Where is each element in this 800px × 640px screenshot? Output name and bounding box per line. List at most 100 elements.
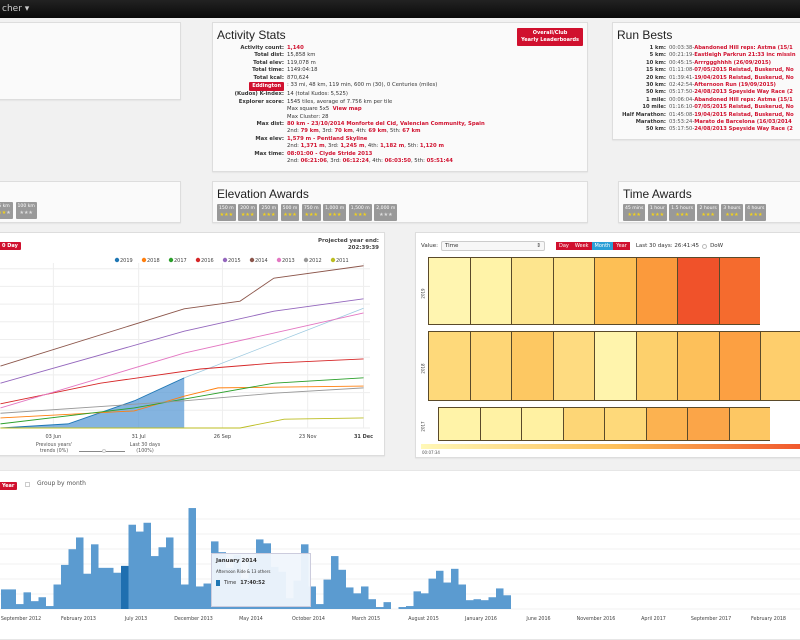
- month-cell[interactable]: [552, 257, 594, 325]
- award-badge[interactable]: 500 m ★★★: [280, 204, 300, 221]
- rank-value[interactable]: 67 km: [402, 128, 421, 135]
- month-cell[interactable]: [428, 331, 470, 401]
- bar[interactable]: [443, 582, 452, 609]
- month-cell[interactable]: [645, 407, 687, 441]
- run-best-link[interactable]: Arrrggghhhh (26/09/2015): [694, 59, 772, 66]
- bar[interactable]: [383, 602, 392, 609]
- legend-marker[interactable]: [168, 257, 174, 263]
- bar[interactable]: [436, 570, 444, 609]
- award-badge[interactable]: 2 hours ★★★: [697, 204, 719, 221]
- slider-handle[interactable]: [102, 449, 106, 453]
- legend-marker[interactable]: [303, 257, 309, 263]
- bar[interactable]: [496, 588, 504, 609]
- max-elev-link[interactable]: 1,579 m - Pentland Skyline: [287, 135, 368, 142]
- legend-marker[interactable]: [141, 257, 147, 263]
- rank-value[interactable]: 1,120 m: [419, 143, 444, 150]
- bar[interactable]: [181, 584, 189, 610]
- bar[interactable]: [481, 600, 489, 609]
- rank-value[interactable]: 1,182 m: [380, 143, 405, 150]
- rank-value[interactable]: 06:03:50: [384, 158, 411, 165]
- period-month[interactable]: Month: [591, 242, 614, 250]
- award-badge[interactable]: 4 hours ★★★: [745, 204, 767, 221]
- bar[interactable]: [46, 606, 54, 609]
- legend-marker[interactable]: [249, 257, 255, 263]
- bar[interactable]: [23, 592, 32, 609]
- legend-label[interactable]: 2019: [120, 258, 133, 264]
- month-cell[interactable]: [594, 331, 636, 401]
- award-badge[interactable]: 3 hours ★★★: [721, 204, 743, 221]
- award-badge[interactable]: 250 m ★★★: [259, 204, 279, 221]
- bar[interactable]: [16, 604, 24, 609]
- bar[interactable]: [451, 568, 459, 609]
- bar[interactable]: [173, 567, 182, 609]
- month-cell[interactable]: [677, 257, 719, 325]
- bar[interactable]: [346, 587, 354, 609]
- run-best-link[interactable]: Abandoned Hill reps: Astma (15/1: [694, 96, 793, 103]
- legend-label[interactable]: 2015: [228, 258, 241, 264]
- bar[interactable]: [166, 537, 174, 609]
- rank-value[interactable]: 79 km: [300, 128, 319, 135]
- dow-checkbox[interactable]: [702, 243, 708, 249]
- bar[interactable]: [316, 604, 324, 609]
- bar[interactable]: [503, 595, 512, 609]
- rank-value[interactable]: 70 km: [334, 128, 353, 135]
- value-select[interactable]: Time ⇕: [440, 241, 545, 251]
- run-best-link[interactable]: 19/04/2015 Reistad, Buskerud, No: [694, 74, 794, 81]
- bar[interactable]: [308, 586, 317, 609]
- bar[interactable]: [331, 556, 339, 609]
- month-cell[interactable]: [677, 331, 719, 401]
- rank-value[interactable]: 1,371 m: [300, 143, 325, 150]
- legend-marker[interactable]: [114, 257, 120, 263]
- bar[interactable]: [398, 607, 407, 609]
- bar[interactable]: [136, 531, 144, 609]
- legend-label[interactable]: 2013: [282, 258, 295, 264]
- bar[interactable]: [1, 589, 9, 609]
- legend-marker[interactable]: [195, 257, 201, 263]
- legend-label[interactable]: 2011: [336, 258, 349, 264]
- month-cell[interactable]: [438, 407, 480, 441]
- bar[interactable]: [31, 601, 39, 609]
- bar[interactable]: [83, 573, 92, 609]
- month-cell[interactable]: [718, 331, 760, 401]
- user-menu[interactable]: cher ▾: [2, 4, 30, 14]
- legend-marker[interactable]: [222, 257, 228, 263]
- period-week[interactable]: Week: [571, 242, 592, 250]
- award-badge[interactable]: 200 m ★★★: [238, 204, 257, 221]
- award-badge[interactable]: 1 hour ★★★: [647, 204, 667, 221]
- bar[interactable]: [61, 564, 69, 609]
- period-day[interactable]: Day: [555, 242, 572, 250]
- month-cell[interactable]: [687, 407, 729, 441]
- award-badge[interactable]: 100 km ★★★: [15, 202, 37, 219]
- rank-value[interactable]: 06:12:24: [342, 158, 369, 165]
- bar[interactable]: [466, 600, 474, 609]
- month-cell[interactable]: [718, 257, 760, 325]
- legend-label[interactable]: 2012: [309, 258, 322, 264]
- month-cell[interactable]: [469, 257, 511, 325]
- month-cell[interactable]: [469, 331, 511, 401]
- bar[interactable]: [113, 572, 122, 609]
- bar[interactable]: [76, 537, 84, 609]
- legend-label[interactable]: 2018: [147, 258, 160, 264]
- bar[interactable]: [338, 569, 347, 609]
- max-time-link[interactable]: 08:01:00 - Clyde Stride 2013: [287, 150, 373, 157]
- award-badge[interactable]: 750 m ★★★: [301, 204, 321, 221]
- run-best-link[interactable]: 24/08/2013 Speyside Way Race (2: [694, 126, 793, 133]
- bar[interactable]: [106, 567, 114, 609]
- bar[interactable]: [488, 597, 497, 609]
- bar[interactable]: [91, 544, 99, 609]
- bar[interactable]: [53, 584, 62, 610]
- award-badge[interactable]: 2,000 m ★★★: [374, 204, 398, 221]
- period-year[interactable]: Year: [613, 242, 630, 250]
- bar[interactable]: [203, 583, 212, 609]
- bar[interactable]: [361, 586, 369, 609]
- month-cell[interactable]: [562, 407, 604, 441]
- bar[interactable]: [323, 579, 332, 609]
- bar[interactable]: [428, 578, 437, 609]
- bar[interactable]: [368, 599, 377, 609]
- month-cell[interactable]: [760, 331, 800, 401]
- month-cell[interactable]: [521, 407, 563, 441]
- bar[interactable]: [38, 597, 47, 609]
- run-best-link[interactable]: Afternoon Run (19/09/2015): [694, 82, 776, 89]
- bar[interactable]: [68, 549, 77, 609]
- award-badge[interactable]: 150 m ★★★: [217, 204, 236, 221]
